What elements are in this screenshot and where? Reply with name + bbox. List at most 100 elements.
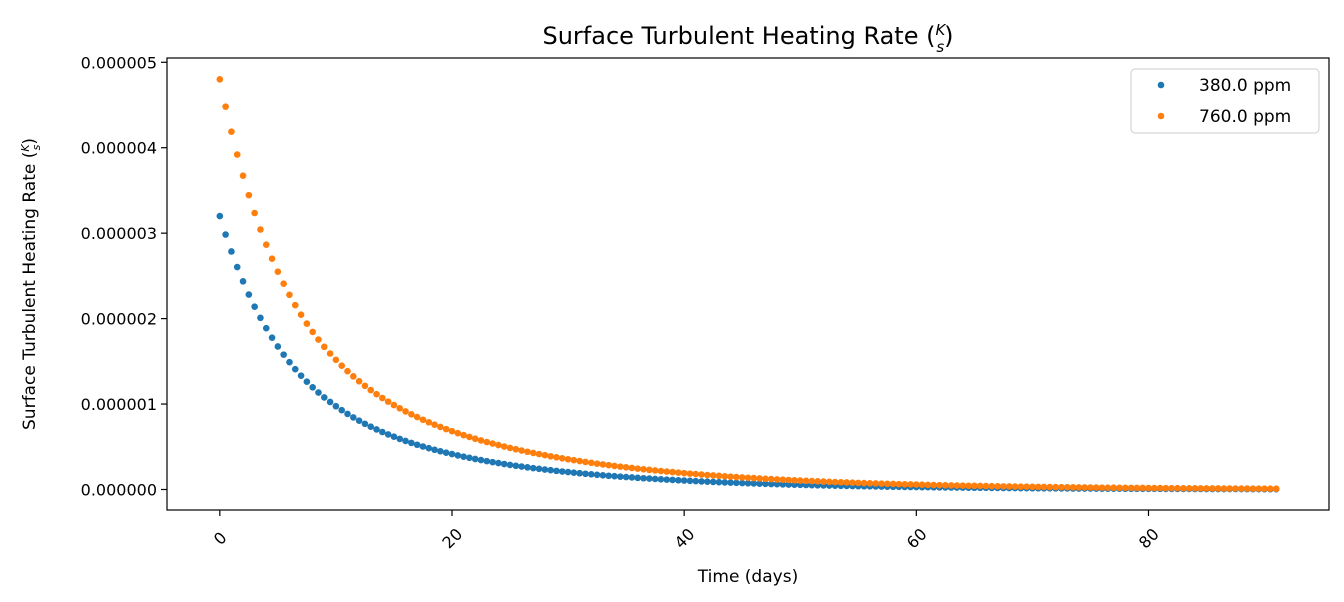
data-point bbox=[373, 390, 380, 398]
data-point bbox=[854, 479, 862, 487]
data-point bbox=[1029, 483, 1036, 491]
data-point bbox=[251, 209, 258, 217]
data-point bbox=[1011, 483, 1019, 490]
data-point bbox=[1191, 485, 1199, 492]
data-point bbox=[634, 474, 642, 482]
data-point bbox=[547, 466, 554, 474]
data-point bbox=[437, 447, 444, 455]
data-point bbox=[425, 418, 433, 426]
data-point bbox=[773, 480, 781, 488]
data-point bbox=[529, 449, 537, 457]
data-point bbox=[500, 460, 508, 468]
data-point bbox=[233, 151, 241, 158]
data-point bbox=[791, 476, 798, 484]
data-point bbox=[605, 461, 612, 469]
data-point bbox=[512, 445, 520, 453]
y-axis-label: Surface Turbulent Heating Rate (Ks) bbox=[19, 138, 43, 430]
data-point bbox=[669, 476, 676, 484]
data-point bbox=[721, 472, 729, 480]
data-point bbox=[808, 477, 816, 485]
data-point bbox=[466, 454, 473, 462]
data-point bbox=[437, 423, 444, 431]
data-point bbox=[715, 478, 723, 486]
y-axis-ticks: 0.000000 0.000001 0.000002 0.000003 0.000004… bbox=[81, 53, 167, 499]
data-point bbox=[651, 475, 659, 483]
data-point bbox=[1243, 485, 1251, 492]
data-point bbox=[500, 443, 508, 450]
data-point bbox=[767, 480, 775, 488]
data-point bbox=[779, 481, 787, 488]
data-point bbox=[454, 429, 462, 437]
data-point bbox=[669, 468, 676, 476]
data-point bbox=[228, 128, 235, 135]
markers-layer bbox=[216, 76, 1280, 493]
data-point bbox=[506, 461, 514, 469]
data-point bbox=[686, 470, 694, 477]
data-point bbox=[315, 389, 322, 396]
data-point bbox=[709, 478, 717, 486]
data-point bbox=[640, 465, 647, 473]
data-point bbox=[913, 481, 920, 488]
legend-entry-label: 760.0 ppm bbox=[1199, 107, 1291, 127]
data-point bbox=[216, 76, 224, 83]
data-point bbox=[1139, 484, 1146, 492]
data-point bbox=[617, 463, 624, 470]
data-point bbox=[245, 291, 253, 298]
data-point bbox=[593, 460, 601, 467]
data-point bbox=[489, 440, 496, 447]
title-unit-numerator: K bbox=[935, 21, 946, 39]
data-point bbox=[257, 226, 264, 233]
data-point bbox=[611, 472, 618, 480]
data-point bbox=[1005, 483, 1013, 490]
data-point bbox=[419, 443, 427, 450]
data-point bbox=[524, 464, 531, 471]
data-point bbox=[280, 280, 287, 288]
data-point bbox=[558, 455, 566, 462]
data-point bbox=[779, 476, 787, 484]
data-point bbox=[332, 402, 340, 410]
data-point bbox=[291, 365, 299, 373]
data-point bbox=[471, 455, 479, 463]
data-point bbox=[744, 479, 752, 487]
data-point bbox=[518, 447, 525, 454]
data-point bbox=[1272, 485, 1280, 493]
data-point bbox=[1075, 484, 1083, 491]
data-point bbox=[1052, 483, 1059, 491]
data-point bbox=[286, 358, 293, 366]
data-point bbox=[1069, 484, 1077, 491]
data-point bbox=[1040, 483, 1048, 491]
data-point bbox=[1063, 483, 1071, 491]
data-point bbox=[344, 410, 351, 418]
data-point bbox=[245, 191, 253, 199]
legend-box bbox=[1130, 68, 1320, 134]
data-point bbox=[338, 406, 346, 414]
data-point bbox=[297, 311, 305, 319]
data-point bbox=[529, 464, 537, 472]
data-point bbox=[431, 446, 438, 454]
data-point bbox=[309, 384, 316, 391]
data-point bbox=[570, 456, 578, 464]
data-point bbox=[326, 398, 334, 406]
data-point bbox=[738, 479, 746, 487]
data-point bbox=[512, 462, 520, 470]
data-point bbox=[1058, 483, 1065, 491]
y-tick-label: 0.000001 bbox=[81, 395, 157, 414]
data-point bbox=[495, 441, 502, 449]
data-point bbox=[379, 428, 386, 436]
data-point bbox=[233, 263, 241, 271]
legend-marker bbox=[1157, 112, 1165, 120]
data-point bbox=[402, 437, 409, 445]
data-point bbox=[994, 482, 1001, 490]
data-point bbox=[628, 464, 636, 472]
data-point bbox=[442, 449, 450, 457]
data-point bbox=[471, 435, 479, 443]
data-point bbox=[878, 480, 885, 487]
data-point bbox=[396, 435, 404, 443]
data-point bbox=[222, 103, 229, 110]
data-point bbox=[582, 458, 589, 466]
data-point bbox=[593, 471, 601, 479]
data-point bbox=[617, 473, 624, 480]
data-point bbox=[825, 478, 833, 486]
data-point bbox=[373, 426, 380, 433]
